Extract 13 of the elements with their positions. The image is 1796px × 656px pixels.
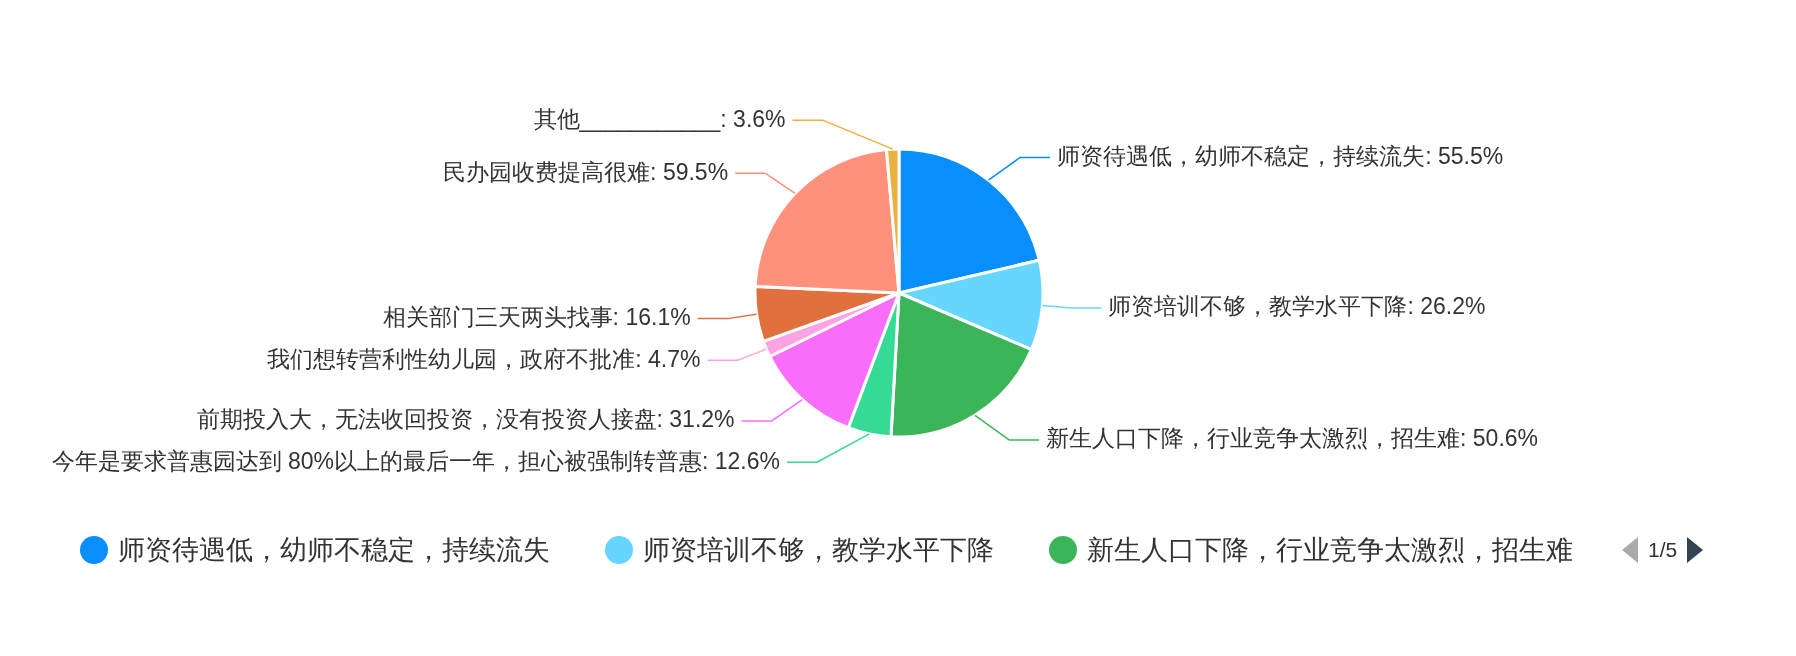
slice-label: 其他___________: 3.6% [533,105,786,132]
category-label: 师资培训不够，教学水平下降: 26.2% [1108,293,1486,320]
legend-label: 师资培训不够，教学水平下降 [643,534,994,567]
category-label: 师资待遇低，幼师不稳定，持续流失: 55.5% [1057,142,1504,169]
slice-label: 相关部门三天两头找事: 16.1% [382,303,691,330]
slice-label: 前期投入大，无法收回投资，没有投资人接盘: 31.2% [196,406,735,433]
legend-label: 师资待遇低，幼师不稳定，持续流失 [118,534,550,567]
slice-label: 今年是要求普惠园达到 80%以上的最后一年，担心被强制转普惠: 12.6% [51,447,780,474]
slice-label: 民办园收费提高很难: 59.5% [443,158,729,185]
legend-label: 新生人口下降，行业竞争太激烈，招生难 [1087,534,1573,567]
slice-label: 我们想转营利性幼儿园，政府不批准: 4.7% [267,345,701,372]
category-label: 新生人口下降，行业竞争太激烈，招生难: 50.6% [1046,425,1539,452]
text: 1/5 [1648,537,1678,563]
